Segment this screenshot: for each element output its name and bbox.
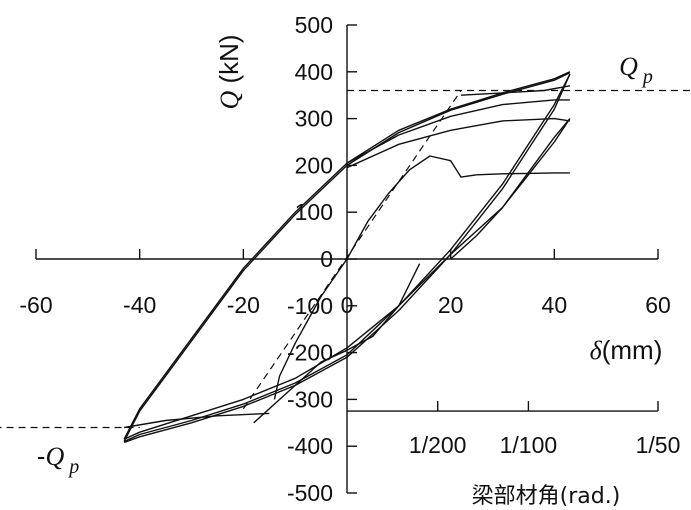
series-line-12	[460, 85, 571, 96]
secondary-x-tick-label: 1/200	[409, 432, 467, 458]
y-axis-title: Q (kN)	[214, 34, 244, 109]
y-tick-label: 0	[320, 246, 333, 272]
y-tick-label: 100	[295, 199, 333, 225]
elastic-stiffness-line	[242, 90, 462, 410]
series-line-2	[476, 172, 570, 176]
series-line-1	[346, 155, 477, 260]
series-line-3	[253, 263, 421, 424]
x-tick-label: 40	[542, 292, 568, 318]
y-tick-label: -400	[287, 433, 333, 459]
y-tick-label: 500	[295, 12, 333, 38]
secondary-x-axis-title: 梁部材角(rad.)	[472, 484, 621, 509]
series-line-0	[273, 258, 348, 400]
reference-lines	[0, 89, 691, 429]
series-line-4	[450, 118, 571, 260]
y-tick-label: 200	[295, 152, 333, 178]
y-tick-label: -200	[287, 340, 333, 366]
series-line-10	[346, 117, 571, 169]
x-tick-label: 20	[438, 292, 464, 318]
secondary-x-tick-label: 1/100	[500, 432, 558, 458]
y-tick-label: -500	[287, 480, 333, 506]
reference-line-label-1: -Q p	[37, 441, 79, 478]
reference-line-label-0: Q p	[619, 52, 653, 88]
x-tick-label: -60	[19, 292, 52, 318]
x-tick-label: -20	[227, 292, 260, 318]
secondary-x-tick-label: 1/50	[636, 432, 681, 458]
x-tick-label: 60	[645, 292, 671, 318]
x-tick-label: 0	[341, 292, 354, 318]
y-tick-label: 300	[295, 106, 333, 132]
labels: -60 -40 -20 0 20 40 60-500-400-300-200-1000100…	[19, 12, 680, 509]
y-tick-label: -100	[287, 293, 333, 319]
x-tick-label: -40	[123, 292, 156, 318]
x-axis-title: δ(mm)	[590, 335, 663, 365]
y-tick-label: 400	[295, 59, 333, 85]
y-tick-label: -300	[287, 386, 333, 412]
series-line-11	[346, 99, 570, 164]
series-line-13	[123, 412, 270, 429]
axes	[35, 24, 659, 494]
